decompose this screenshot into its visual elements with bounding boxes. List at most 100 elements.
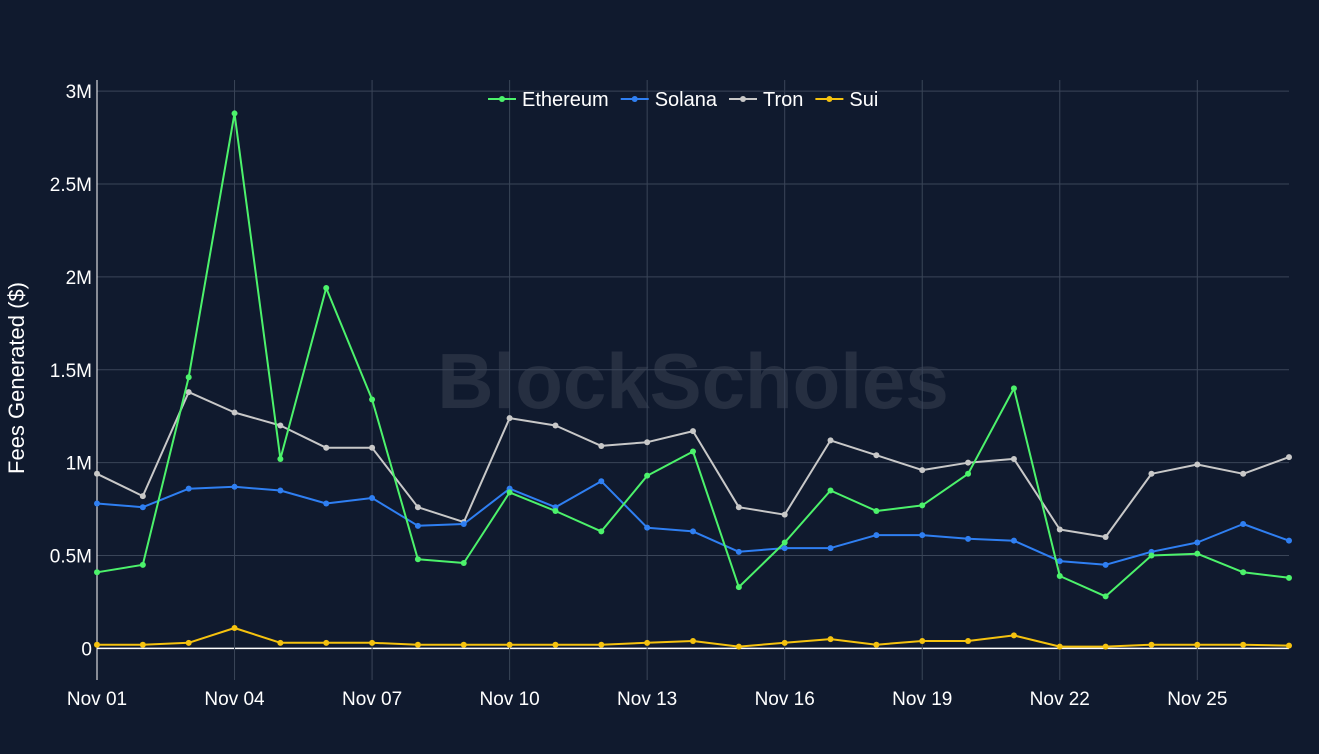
data-point-ethereum: [690, 448, 696, 455]
data-point-ethereum: [965, 470, 972, 477]
data-point-sui: [506, 641, 513, 648]
series-solana: [94, 478, 1292, 568]
data-point-solana: [1102, 561, 1109, 568]
data-point-tron: [1102, 533, 1109, 540]
data-point-sui: [369, 639, 376, 646]
watermark: BlockScholes: [437, 337, 949, 425]
data-point-tron: [414, 504, 421, 511]
data-point-solana: [323, 500, 330, 507]
data-point-ethereum: [919, 502, 926, 509]
data-point-solana: [644, 524, 651, 531]
data-point-solana: [1194, 539, 1201, 546]
series-tron: [94, 389, 1292, 540]
data-point-tron: [1194, 461, 1201, 468]
data-point-solana: [735, 548, 742, 555]
data-point-ethereum: [231, 110, 238, 117]
data-point-sui: [1056, 643, 1063, 650]
data-point-sui: [94, 641, 100, 648]
data-point-tron: [552, 422, 559, 429]
series-lines: [94, 110, 1292, 650]
axes: 0 0.5M 1M 1.5M 2M 2.5M 3M Nov 01 Nov 04 Nov 07 Nov…: [4, 80, 1227, 710]
x-tick-label: Nov 25: [1167, 689, 1227, 710]
grid: [96, 80, 1289, 680]
data-point-ethereum: [598, 528, 605, 535]
data-point-sui: [323, 639, 330, 646]
data-point-sui: [414, 641, 421, 648]
x-tick-label: Nov 01: [67, 689, 127, 710]
data-point-tron: [94, 470, 100, 477]
data-point-tron: [231, 409, 238, 416]
legend[interactable]: Ethereum Solana Tron Sui: [488, 89, 878, 111]
x-tick-label: Nov 19: [892, 689, 952, 710]
data-point-sui: [919, 637, 926, 644]
x-tick-label: Nov 22: [1030, 689, 1090, 710]
data-point-sui: [1148, 641, 1155, 648]
data-point-solana: [414, 522, 421, 529]
data-point-sui: [460, 641, 467, 648]
data-point-sui: [185, 639, 192, 646]
watermark-text: BlockScholes: [437, 337, 949, 425]
data-point-tron: [369, 444, 376, 451]
data-point-solana: [231, 483, 238, 490]
data-point-sui: [781, 639, 788, 646]
data-point-sui: [139, 641, 146, 648]
legend-label: Tron: [763, 89, 803, 111]
data-point-sui: [644, 639, 651, 646]
data-point-ethereum: [735, 584, 742, 591]
data-point-tron: [827, 437, 834, 444]
data-point-solana: [1240, 520, 1247, 527]
data-point-solana: [598, 478, 605, 485]
data-point-sui: [1194, 641, 1201, 648]
series-line-solana: [96, 480, 1290, 566]
data-point-ethereum: [369, 396, 376, 403]
series-sui: [94, 624, 1292, 650]
data-point-solana: [460, 520, 467, 527]
legend-item-solana[interactable]: Solana: [620, 89, 718, 111]
data-point-ethereum: [460, 559, 467, 566]
data-point-ethereum: [827, 487, 834, 494]
data-point-ethereum: [781, 539, 788, 546]
x-tick-label: Nov 07: [342, 689, 402, 710]
data-point-tron: [185, 389, 192, 396]
data-point-ethereum: [185, 374, 192, 381]
data-point-solana: [94, 500, 100, 507]
data-point-solana: [139, 504, 146, 511]
legend-item-tron[interactable]: Tron: [729, 89, 803, 111]
y-tick-label: 0: [81, 639, 92, 660]
data-point-tron: [781, 511, 788, 518]
y-tick-label: 1.5M: [50, 361, 92, 382]
data-point-solana: [965, 535, 972, 542]
data-point-ethereum: [1148, 552, 1155, 559]
legend-swatch-marker: [826, 96, 833, 102]
legend-swatch-marker: [499, 96, 505, 102]
data-point-sui: [1286, 642, 1292, 649]
data-point-solana: [781, 545, 788, 552]
legend-swatch-marker: [740, 96, 746, 102]
data-point-ethereum: [1286, 574, 1292, 581]
data-point-sui: [827, 636, 834, 643]
data-point-sui: [735, 643, 742, 650]
x-tick-label: Nov 16: [755, 689, 815, 710]
legend-swatch-marker: [631, 96, 638, 102]
data-point-tron: [873, 452, 880, 459]
data-point-tron: [690, 428, 696, 435]
data-point-solana: [185, 485, 192, 492]
data-point-tron: [277, 422, 284, 429]
data-point-solana: [827, 545, 834, 552]
y-axis-title: Fees Generated ($): [4, 282, 29, 474]
data-point-sui: [690, 637, 696, 644]
legend-item-sui[interactable]: Sui: [815, 89, 878, 111]
data-point-sui: [1240, 641, 1247, 648]
data-point-ethereum: [873, 507, 880, 514]
data-point-solana: [690, 528, 696, 535]
legend-item-ethereum[interactable]: Ethereum: [488, 89, 609, 111]
data-point-ethereum: [1194, 550, 1201, 557]
legend-label: Ethereum: [522, 89, 609, 111]
data-point-tron: [919, 467, 926, 474]
data-point-tron: [735, 504, 742, 511]
data-point-solana: [1056, 558, 1063, 565]
data-point-tron: [1148, 470, 1155, 477]
data-point-sui: [1010, 632, 1017, 639]
data-point-sui: [231, 624, 238, 631]
